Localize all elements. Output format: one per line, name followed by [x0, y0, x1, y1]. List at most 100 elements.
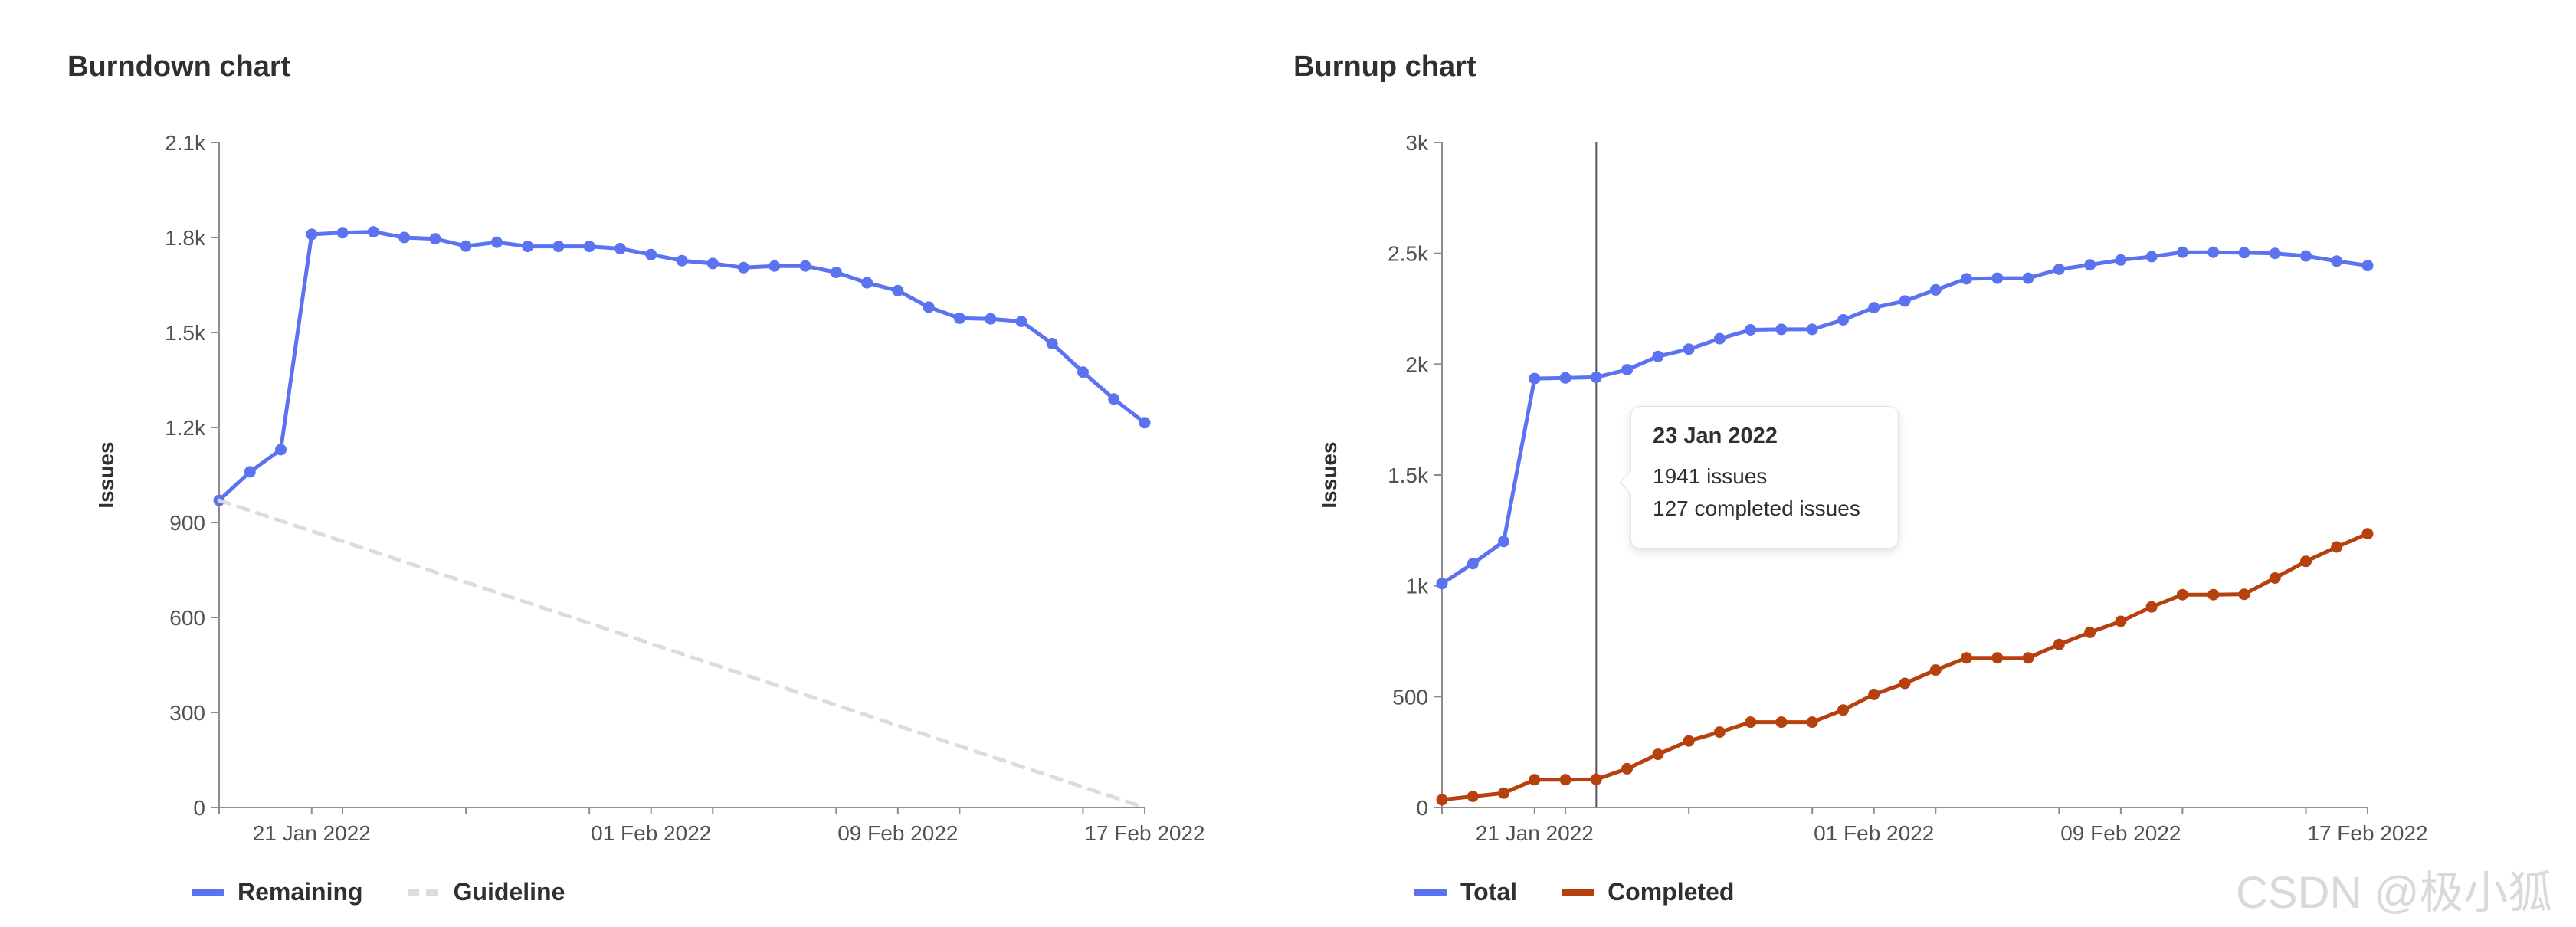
tooltip-title: 23 Jan 2022: [1653, 424, 1778, 448]
data-point-remaining: [275, 444, 287, 456]
data-point-remaining: [985, 313, 997, 325]
x-tick-label: 21 Jan 2022: [253, 821, 371, 845]
legend-swatch-total: [1414, 888, 1447, 896]
burnup-title: Burnup chart: [1293, 51, 1476, 83]
data-point-completed: [2207, 588, 2220, 601]
data-point-completed: [1621, 762, 1634, 775]
burnup-panel: Burnup chart 0 500 1k 1.5k 2k 2.5k 3k 21 Jan 20…: [1264, 0, 2576, 927]
burndown-legend: Remaining Guideline: [192, 878, 609, 906]
data-point-remaining: [861, 277, 873, 289]
series-line-guideline: [217, 498, 1147, 810]
y-tick-label: 900: [169, 511, 205, 535]
data-point-completed: [2269, 572, 2281, 584]
data-point-completed: [2176, 588, 2188, 601]
data-point-remaining: [244, 466, 256, 478]
tooltip-total-line: 1941 issues: [1653, 464, 1768, 488]
data-point-total: [2115, 254, 2127, 266]
data-point-total: [1529, 372, 1541, 385]
data-point-completed: [1652, 748, 1664, 761]
data-point-total: [1590, 371, 1602, 383]
x-tick-label: 17 Feb 2022: [2307, 821, 2427, 845]
data-point-completed: [1467, 791, 1479, 802]
data-point-total: [2331, 255, 2343, 267]
tooltip-completed-line: 127 completed issues: [1653, 496, 1860, 520]
data-point-total: [1961, 273, 1972, 285]
data-point-total: [1713, 332, 1726, 345]
data-point-remaining: [336, 227, 349, 239]
legend-swatch-remaining: [192, 888, 224, 896]
y-tick-label: 2.1k: [165, 131, 206, 155]
data-point-total: [2053, 264, 2065, 275]
legend-swatch-guideline: [407, 888, 440, 896]
series-line-remaining: [217, 230, 1147, 503]
legend-item-total[interactable]: Total: [1414, 878, 1517, 906]
data-point-completed: [1961, 652, 1972, 664]
data-point-completed: [2238, 588, 2250, 601]
x-tick-label: 01 Feb 2022: [591, 821, 711, 845]
series-line-completed: [1440, 532, 2370, 802]
legend-swatch-completed: [1562, 888, 1594, 896]
y-tick-label: 500: [1392, 685, 1428, 709]
legend-item-remaining[interactable]: Remaining: [192, 878, 363, 906]
data-point-remaining: [429, 233, 441, 245]
x-tick-label: 09 Feb 2022: [2060, 821, 2181, 845]
data-point-remaining: [522, 241, 534, 253]
data-point-completed: [1837, 704, 1849, 716]
data-point-total: [2269, 247, 2281, 260]
burndown-title: Burndown chart: [67, 51, 291, 83]
data-point-remaining: [1108, 393, 1120, 405]
watermark: CSDN @极小狐: [2236, 868, 2553, 918]
data-point-total: [1559, 372, 1571, 384]
legend-label-total: Total: [1460, 878, 1518, 906]
data-point-total: [1837, 314, 1849, 326]
data-point-remaining: [583, 241, 595, 253]
data-point-total: [2084, 259, 2096, 271]
burnup-tooltip: 23 Jan 2022 1941 issues 127 completed is…: [1630, 406, 1899, 549]
data-point-remaining: [953, 312, 965, 324]
data-point-remaining: [1046, 338, 1058, 349]
data-point-total: [2207, 246, 2220, 258]
legend-label-completed: Completed: [1608, 878, 1735, 906]
data-point-remaining: [306, 228, 318, 241]
data-point-completed: [2361, 528, 2374, 540]
y-tick-label: 0: [193, 796, 205, 820]
data-point-remaining: [1077, 366, 1089, 378]
data-point-completed: [2084, 626, 2096, 638]
data-point-total: [1621, 364, 1634, 376]
y-tick-label: 0: [1416, 796, 1428, 820]
data-point-completed: [1529, 774, 1541, 786]
data-point-completed: [1899, 677, 1911, 690]
data-point-total: [1806, 323, 1818, 336]
data-point-remaining: [398, 231, 411, 244]
data-point-total: [2361, 260, 2374, 272]
y-tick-label: 1.5k: [165, 321, 206, 345]
data-point-completed: [1775, 716, 1788, 729]
data-point-remaining: [923, 301, 935, 313]
burnup-legend: Total Completed: [1414, 878, 1778, 906]
y-tick-label: 600: [169, 606, 205, 630]
data-point-total: [1652, 350, 1664, 362]
data-point-total: [1683, 343, 1695, 355]
data-point-remaining: [460, 240, 472, 252]
x-tick-label: 17 Feb 2022: [1084, 821, 1204, 845]
data-point-completed: [1436, 794, 1448, 806]
y-tick-label: 2.5k: [1388, 242, 1429, 266]
x-tick-label: 21 Jan 2022: [1476, 821, 1594, 845]
legend-item-guideline[interactable]: Guideline: [407, 878, 565, 906]
data-point-completed: [1806, 716, 1818, 729]
data-point-remaining: [645, 248, 657, 260]
data-point-total: [2176, 246, 2188, 258]
y-tick-label: 1k: [1405, 575, 1429, 598]
legend-item-completed[interactable]: Completed: [1562, 878, 1734, 906]
burndown-chart: 0 300 600 900 1.2k 1.5k 1.8k 2.1k 21 Jan 2022 01 …: [94, 131, 1205, 845]
data-point-remaining: [615, 243, 626, 254]
burndown-panel: Burndown chart 0 300 600 900 1.2k 1.5k 1.8k 2.1…: [0, 0, 1264, 927]
data-point-completed: [1745, 716, 1757, 729]
data-point-completed: [2022, 652, 2034, 664]
data-point-completed: [2145, 601, 2158, 613]
y-tick-label: 2k: [1405, 352, 1429, 376]
data-point-remaining: [676, 254, 688, 267]
data-point-completed: [2300, 555, 2312, 568]
data-point-remaining: [830, 267, 842, 278]
data-point-remaining: [1015, 316, 1027, 327]
